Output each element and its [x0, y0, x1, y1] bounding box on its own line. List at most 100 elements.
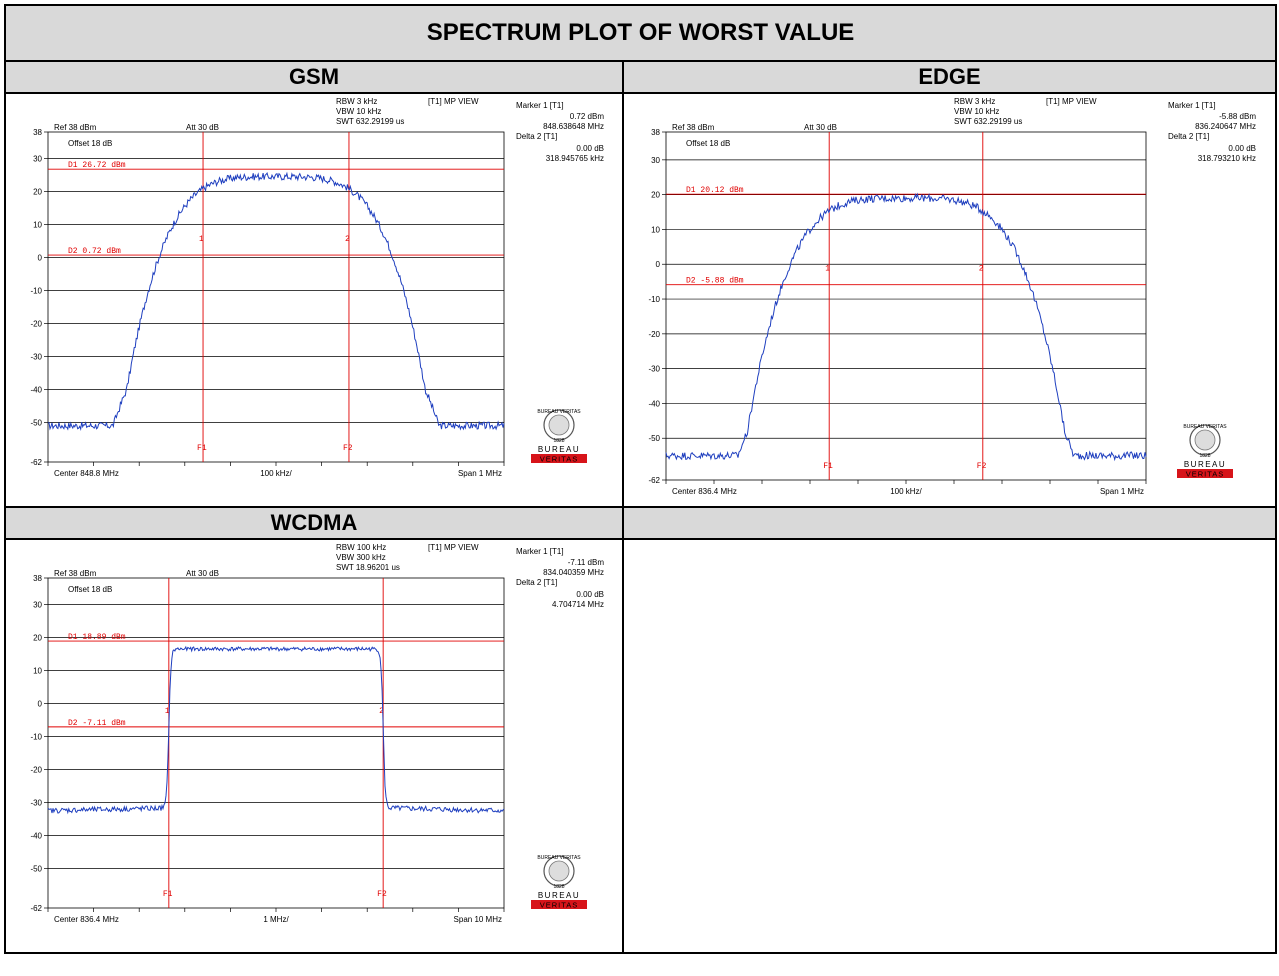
chart1-ytick-label-2: 20 [651, 191, 660, 200]
chart0-mode: [T1] MP VIEW [428, 97, 479, 106]
chart0-marker1-label: Marker 1 [T1] [516, 101, 564, 110]
edge-plot-cell: RBW 3 kHz VBW 10 kHz SWT 632.29199 us [T1] … [621, 92, 1278, 508]
wcdma-title: WCDMA [4, 506, 624, 540]
chart2-mode: [T1] MP VIEW [428, 543, 479, 552]
chart2-ytick-label-7: -30 [30, 798, 42, 807]
chart1-trace [665, 192, 1147, 462]
chart2-div-label: 1 MHz/ [263, 915, 289, 924]
chart2-logo-arc-text: BUREAU VERITAS [537, 855, 581, 861]
chart2-offset: Offset 18 dB [68, 585, 112, 594]
chart1-ytick-label-9: -50 [648, 434, 660, 443]
chart1-ytick-label-6: -20 [648, 330, 660, 339]
chart1-center-label: Center 836.4 MHz [672, 487, 737, 496]
chart2-ytick-label-6: -20 [30, 765, 42, 774]
chart0-offset: Offset 18 dB [68, 139, 112, 148]
spectrum-table: SPECTRUM PLOT OF WORST VALUE GSM EDGE RB… [3, 4, 1278, 954]
chart1-logo-year: 1828 [1199, 453, 1210, 459]
chart0-ytick-label-6: -20 [30, 319, 42, 328]
chart2-ytick-label-8: -40 [30, 831, 42, 840]
chart0-ytick-label-7: -30 [30, 352, 42, 361]
chart2-logo-seal-inner [548, 860, 570, 882]
chart0-ytick-label-4: 0 [38, 253, 43, 262]
empty-plot-cell [621, 538, 1278, 954]
chart2-ytick-label-3: 10 [33, 666, 42, 675]
chart2-logo-band [531, 900, 587, 909]
chart1-swt: SWT 632.29199 us [954, 117, 1022, 126]
chart0-trace [47, 171, 505, 431]
wcdma-plot-cell: RBW 100 kHz VBW 300 kHz SWT 18.96201 us [T1… [4, 538, 624, 954]
chart0-ytick-label-5: -10 [30, 286, 42, 295]
chart2-marker-id-1: 1 [165, 707, 170, 716]
empty-title-cell [621, 506, 1278, 540]
chart1-logo-word1: BUREAU [1184, 460, 1226, 469]
chart1-display-line-label-2: D2 -5.88 dBm [686, 277, 744, 286]
chart1-vbw: VBW 10 kHz [954, 107, 999, 116]
chart1-ytick-label-7: -30 [648, 365, 660, 374]
chart1-ref: Ref 38 dBm [672, 123, 715, 132]
chart1-delta2-label: Delta 2 [T1] [1168, 132, 1209, 141]
chart0-f-label-2: F2 [343, 444, 353, 453]
chart2-ytick-label-5: -10 [30, 732, 42, 741]
chart2-logo-word1: BUREAU [538, 891, 580, 900]
chart0-logo-seal-inner [548, 414, 570, 436]
chart2-delta2-freq: 4.704714 MHz [552, 600, 604, 609]
chart1-marker-id-1: 1 [825, 265, 830, 274]
chart1-ytick-label-10: -62 [648, 476, 660, 485]
chart2-display-line-label-2: D2 -7.11 dBm [68, 719, 126, 728]
chart2-display-line-label-1: D1 18.89 dBm [68, 633, 126, 642]
chart0-ytick-label-10: -62 [30, 458, 42, 467]
chart2-logo-word2: VERITAS [540, 901, 579, 910]
gsm-title: GSM [4, 60, 624, 94]
chart0-f-label-1: F1 [197, 444, 207, 453]
chart1-ytick-label-5: -10 [648, 295, 660, 304]
chart0-marker-id-1: 1 [199, 235, 204, 244]
chart1-logo-arc-text: BUREAU VERITAS [1183, 424, 1227, 430]
chart1-ytick-label-4: 0 [656, 260, 661, 269]
chart0-ytick-label-2: 20 [33, 187, 42, 196]
chart2-ytick-label-0: 38 [33, 574, 42, 583]
chart2-marker1-label: Marker 1 [T1] [516, 547, 564, 556]
chart0-logo-year: 1828 [553, 438, 564, 444]
chart0-ytick-label-0: 38 [33, 128, 42, 137]
chart0-delta2-label: Delta 2 [T1] [516, 132, 557, 141]
chart1-ytick-label-0: 38 [651, 128, 660, 137]
chart1-div-label: 100 kHz/ [890, 487, 922, 496]
chart2-delta2-value: 0.00 dB [576, 590, 604, 599]
chart2-ytick-label-9: -50 [30, 864, 42, 873]
chart1-display-line-label-1: D1 20.12 dBm [686, 186, 744, 195]
chart0-div-label: 100 kHz/ [260, 469, 292, 478]
chart1-marker1-freq: 836.240647 MHz [1195, 122, 1256, 131]
chart0-display-line-label-1: D1 26.72 dBm [68, 161, 126, 170]
chart2-ref: Ref 38 dBm [54, 569, 97, 578]
chart1-frame [665, 131, 1147, 481]
chart0-ytick-label-3: 10 [33, 220, 42, 229]
chart2-ytick-label-4: 0 [38, 699, 43, 708]
chart0-marker1-freq: 848.638648 MHz [543, 122, 604, 131]
chart1-marker1-value: -5.88 dBm [1219, 112, 1256, 121]
chart0-logo-word2: VERITAS [540, 455, 579, 464]
edge-title: EDGE [621, 60, 1278, 94]
chart2-frame [47, 577, 505, 909]
chart1-rbw: RBW 3 kHz [954, 97, 995, 106]
chart0-logo-word1: BUREAU [538, 445, 580, 454]
chart2-marker1-freq: 834.040359 MHz [543, 568, 604, 577]
chart2-marker1-value: -7.11 dBm [568, 558, 605, 567]
chart2-ytick-label-2: 20 [33, 633, 42, 642]
chart1-marker1-label: Marker 1 [T1] [1168, 101, 1216, 110]
chart1-ytick-label-1: 30 [651, 156, 660, 165]
chart1-offset: Offset 18 dB [686, 139, 730, 148]
chart2-center-label: Center 836.4 MHz [54, 915, 119, 924]
chart1-delta2-freq: 318.793210 kHz [1198, 154, 1256, 163]
chart1-delta2-value: 0.00 dB [1228, 144, 1256, 153]
chart0-marker-id-2: 2 [345, 235, 350, 244]
chart1-span-label: Span 1 MHz [1100, 487, 1144, 496]
chart1-logo-band [1177, 469, 1233, 478]
chart2-ytick-label-10: -62 [30, 904, 42, 913]
chart2-swt: SWT 18.96201 us [336, 563, 400, 572]
chart2-ytick-label-1: 30 [33, 600, 42, 609]
